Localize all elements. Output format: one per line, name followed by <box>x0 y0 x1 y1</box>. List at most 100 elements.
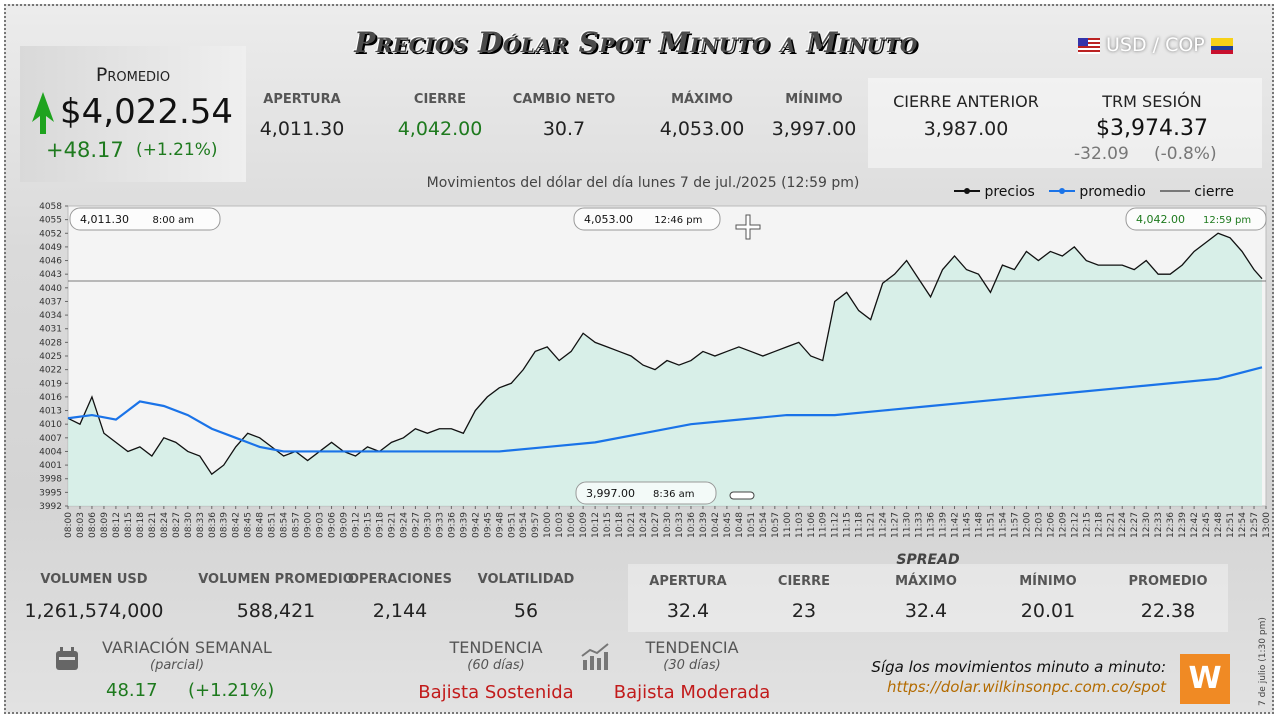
x-tick-label: 08:54 <box>280 512 290 538</box>
x-tick-label: 11:18 <box>855 512 865 538</box>
x-tick-label: 08:18 <box>136 512 146 538</box>
legend-cierre: cierre <box>1159 184 1234 200</box>
y-tick-label: 4013 <box>39 407 62 417</box>
volume-stat-label-2: OPERACIONES <box>347 572 453 587</box>
x-tick-label: 10:18 <box>615 512 625 538</box>
volume-stat-label-0: VOLUMEN USD <box>40 572 148 587</box>
volume-stat-value-3: 56 <box>513 600 539 622</box>
footer-url[interactable]: https://dolar.wilkinsonpc.com.co/spot <box>886 678 1166 696</box>
y-tick-label: 4034 <box>39 311 62 321</box>
y-tick-label: 4001 <box>39 461 62 471</box>
promedio-label: Promedio <box>95 64 171 86</box>
x-tick-label: 12:24 <box>1118 512 1128 538</box>
y-tick-label: 4049 <box>39 243 62 253</box>
annotation-close-value: 4,042.00 <box>1136 213 1185 226</box>
x-tick-label: 12:45 <box>1202 512 1212 538</box>
x-tick-label: 12:30 <box>1142 512 1152 538</box>
annotation-min-time: 8:36 am <box>653 489 695 500</box>
annotation-min-box <box>575 481 717 505</box>
promedio-panel: Promedio $4,022.54 +48.17 (+1.21%) <box>20 46 246 182</box>
stat-value-4: 3,997.00 <box>771 118 857 140</box>
series-precios-line <box>67 232 1263 476</box>
x-tick-label: 11:57 <box>1010 512 1020 538</box>
x-tick-label: 11:54 <box>998 512 1008 538</box>
x-tick-label: 12:42 <box>1190 512 1200 538</box>
x-tick-label: 13:00 <box>1262 512 1272 538</box>
x-tick-label: 10:36 <box>687 512 697 538</box>
x-tick-label: 10:39 <box>699 512 709 538</box>
x-tick-label: 10:54 <box>759 512 769 538</box>
spread-value-3: 20.01 <box>1020 600 1076 622</box>
annotation-close-box <box>1125 207 1267 231</box>
promedio-change-pct: (+1.21%) <box>136 140 218 160</box>
tendencia30-label: TENDENCIA <box>645 638 739 657</box>
us-flag-icon <box>1078 37 1100 54</box>
annotation-open-value: 4,011.30 <box>80 213 129 226</box>
trm-label: TRM SESIÓN <box>1102 92 1202 111</box>
x-tick-label: 11:42 <box>951 512 961 538</box>
volume-stat-value-0: 1,261,574,000 <box>24 600 164 622</box>
x-tick-label: 12:12 <box>1070 512 1080 538</box>
x-tick-label: 08:42 <box>232 512 242 538</box>
stat-label-0: APERTURA <box>263 92 341 107</box>
x-tick-label: 11:12 <box>831 512 841 538</box>
x-tick-label: 10:48 <box>735 512 745 538</box>
x-tick-label: 12:00 <box>1022 512 1032 538</box>
x-tick-label: 09:00 <box>304 512 314 538</box>
y-tick-label: 4055 <box>39 216 62 226</box>
colombia-flag-icon <box>1210 37 1233 54</box>
tendencia60-label: TENDENCIA <box>449 638 543 657</box>
x-tick-label: 10:33 <box>675 512 685 538</box>
x-tick-label: 09:51 <box>507 512 517 538</box>
x-tick-label: 08:00 <box>64 512 74 538</box>
x-tick-label: 09:39 <box>459 512 469 538</box>
x-tick-label: 09:03 <box>316 512 326 538</box>
tendencia60-value: Bajista Sostenida <box>418 682 574 703</box>
footer-side-note: 7 de julio (1:30 pm) <box>1258 617 1268 706</box>
spread-label-1: CIERRE <box>777 574 831 589</box>
stat-label-1: CIERRE <box>413 92 467 107</box>
x-tick-label: 08:06 <box>88 512 98 538</box>
x-tick-label: 08:48 <box>256 512 266 538</box>
up-arrow-icon <box>32 92 54 134</box>
spread-title: SPREAD <box>896 552 960 568</box>
x-tick-label: 10:09 <box>579 512 589 538</box>
x-tick-label: 11:33 <box>915 512 925 538</box>
x-tick-label: 12:27 <box>1130 512 1140 538</box>
x-tick-label: 08:03 <box>76 512 86 538</box>
x-tick-label: 09:33 <box>435 512 445 538</box>
x-tick-label: 11:24 <box>879 512 889 538</box>
variacion-pct: (+1.21%) <box>188 680 275 701</box>
x-tick-label: 10:51 <box>747 512 757 538</box>
y-tick-label: 4004 <box>39 447 62 457</box>
spread-value-2: 32.4 <box>904 600 948 622</box>
x-tick-label: 10:27 <box>651 512 661 538</box>
x-tick-label: 10:12 <box>591 512 601 538</box>
x-tick-label: 09:36 <box>447 512 457 538</box>
x-tick-label: 08:09 <box>100 512 110 538</box>
chart-subtitle: Movimientos del dólar del día lunes 7 de… <box>426 175 860 191</box>
stat-value-0: 4,011.30 <box>259 118 345 140</box>
scroll-handle <box>729 491 755 500</box>
x-tick-label: 11:39 <box>939 512 949 538</box>
cierre-anterior-value: 3,987.00 <box>923 118 1009 140</box>
price-area <box>68 233 1263 506</box>
volume-stat-label-1: VOLUMEN PROMEDIO <box>198 572 354 587</box>
spread-panel: SPREAD APERTURA 32.4 CIERRE 23 MÁXIMO 32.4 MÍN… <box>628 552 1228 632</box>
legend-promedio-label: promedio <box>1079 184 1146 200</box>
x-tick-label: 10:24 <box>639 512 649 538</box>
annotation-min-value: 3,997.00 <box>586 487 635 500</box>
calendar-icon <box>56 647 78 670</box>
stat-value-3: 4,053.00 <box>659 118 745 140</box>
legend-promedio: promedio <box>1048 184 1146 200</box>
x-tick-label: 11:27 <box>891 512 901 538</box>
spread-value-0: 32.4 <box>666 600 710 622</box>
annotation-close-time: 12:59 pm <box>1203 215 1251 226</box>
x-tick-label: 10:03 <box>555 512 565 538</box>
trm-change: -32.09 <box>1074 144 1129 164</box>
x-tick-label: 10:30 <box>663 512 673 538</box>
x-tick-label: 10:45 <box>723 512 733 538</box>
x-tick-label: 08:51 <box>268 512 278 538</box>
footer-cta: Síga los movimientos minuto a minuto: <box>871 658 1166 676</box>
x-tick-label: 08:45 <box>244 512 254 538</box>
